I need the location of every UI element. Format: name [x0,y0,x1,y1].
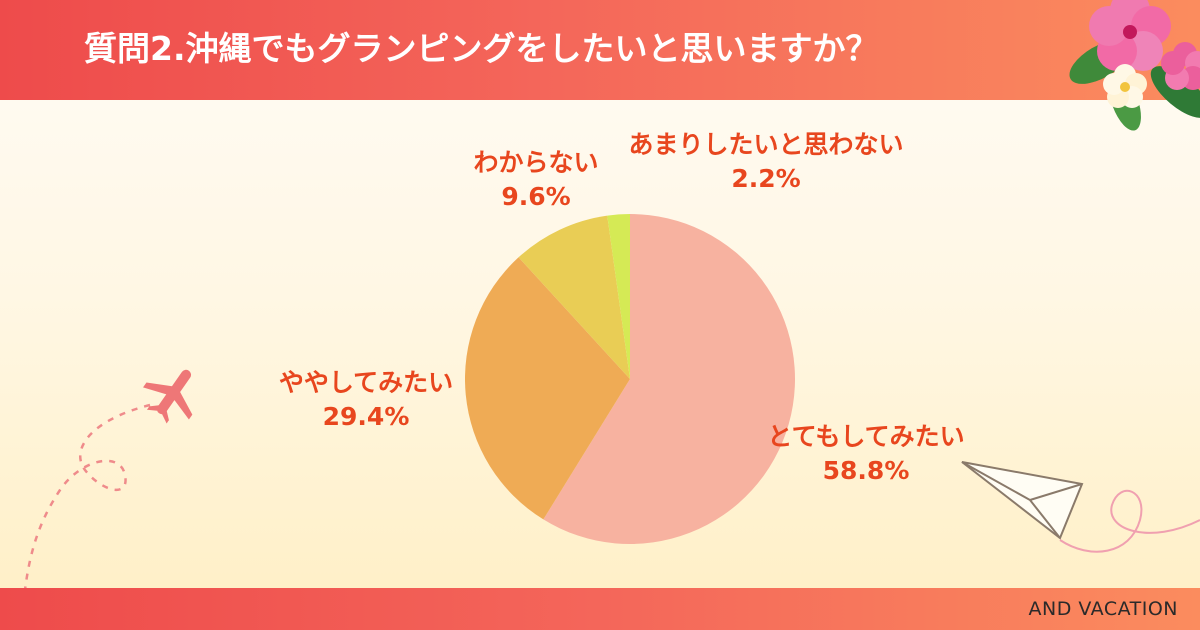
slice-label-text: わからない [473,148,599,177]
header-banner: 質問2.沖縄でもグランピングをしたいと思いますか？ [0,0,1200,100]
slice-label-somewhat-want: ややしてみたい 29.4% [279,366,453,434]
brand-name: AND VACATION [1028,598,1178,620]
slice-label-dont-know: わからない 9.6% [473,146,598,214]
slice-label-value: 2.2% [731,164,801,193]
slice-label-value: 58.8% [822,456,910,485]
pie-slice-not-really [607,214,630,379]
footer-banner: AND VACATION [0,588,1200,630]
slice-label-text: あまりしたいと思わない [628,130,904,159]
page-title: 質問2.沖縄でもグランピングをしたいと思いますか？ [84,29,879,68]
slice-label-very-want: とてもしてみたい 58.8% [767,420,964,488]
pie-slice-dont-know [518,215,630,379]
slice-label-value: 29.4% [322,402,410,431]
slice-label-value: 9.6% [501,182,571,211]
pie-slice-somewhat-want [465,257,630,520]
pie-slice-very-want [543,214,795,544]
slice-label-not-really: あまりしたいと思わない 2.2% [628,128,903,196]
slice-label-text: ややしてみたい [278,368,454,397]
slice-label-text: とてもしてみたい [767,422,965,451]
